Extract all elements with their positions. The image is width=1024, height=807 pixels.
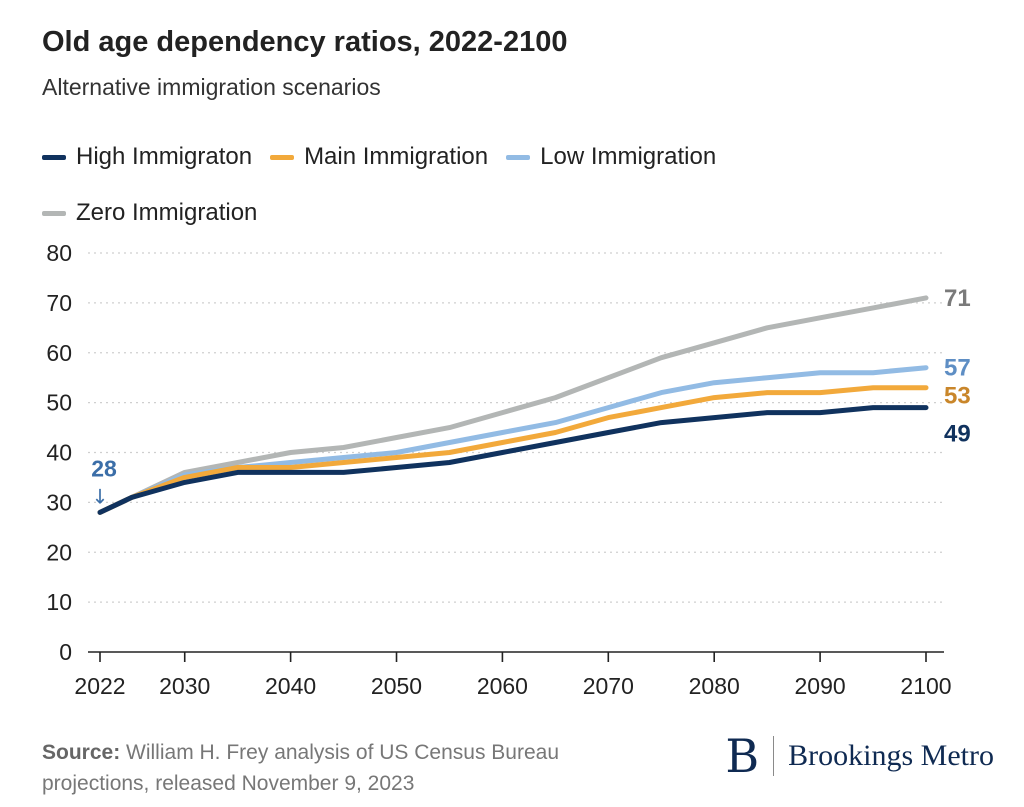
end-value-label: 53 — [944, 383, 971, 410]
chart-title: Old age dependency ratios, 2022-2100 — [42, 26, 568, 58]
end-value-label: 49 — [944, 421, 971, 448]
legend-label: Main Immigration — [304, 143, 489, 170]
legend-item: High Immigraton — [42, 143, 252, 171]
chart-subtitle: Alternative immigration scenarios — [42, 74, 381, 100]
y-tick-label: 20 — [46, 539, 72, 565]
x-tick-label: 2022 — [74, 673, 125, 699]
x-tick-label: 2050 — [371, 673, 422, 699]
source-label: Source: — [42, 741, 121, 764]
y-tick-label: 50 — [46, 390, 72, 416]
series-line — [97, 295, 929, 515]
brookings-metro-logo: B Brookings Metro — [725, 733, 994, 779]
annotation-arrow-icon: ↓ — [92, 484, 109, 508]
y-tick-label: 10 — [46, 589, 72, 615]
x-tick-label: 2080 — [689, 673, 740, 699]
legend-swatch — [506, 154, 531, 160]
legend-label: High Immigraton — [76, 143, 253, 170]
chart-legend: High Immigraton Main Immigration Low Immig… — [42, 143, 842, 227]
brand-name: Brookings Metro — [788, 739, 994, 772]
y-tick-label: 40 — [46, 440, 72, 466]
legend-swatch — [42, 154, 66, 160]
x-tick-label: 2090 — [795, 673, 846, 699]
legend-label: Low Immigration — [540, 143, 717, 170]
end-value-label: 57 — [944, 355, 971, 382]
y-tick-label: 70 — [46, 290, 72, 316]
x-tick-label: 2100 — [900, 673, 951, 699]
logo-divider — [773, 736, 775, 776]
y-tick-label: 30 — [46, 489, 72, 515]
legend-label: Zero Immigration — [76, 199, 258, 226]
y-tick-label: 60 — [46, 340, 72, 366]
x-tick-label: 2040 — [265, 673, 316, 699]
y-tick-label: 80 — [46, 240, 72, 266]
annotation-label: 28 — [91, 455, 117, 481]
brookings-b-icon: B — [725, 729, 760, 783]
x-tick-label: 2070 — [583, 673, 634, 699]
legend-item: Main Immigration — [270, 143, 488, 171]
legend-item: Zero Immigration — [42, 199, 257, 227]
y-tick-label: 0 — [59, 639, 72, 665]
series-line — [97, 405, 929, 515]
x-tick-label: 2030 — [159, 673, 210, 699]
source-note: Source: William H. Frey analysis of US C… — [42, 737, 662, 799]
legend-swatch — [42, 210, 66, 216]
source-text: William H. Frey analysis of US Census Bu… — [42, 741, 560, 795]
legend-item: Low Immigration — [506, 143, 716, 171]
legend-swatch — [270, 154, 295, 160]
x-tick-label: 2060 — [477, 673, 528, 699]
series-line — [97, 385, 929, 515]
end-value-label: 71 — [944, 285, 971, 312]
